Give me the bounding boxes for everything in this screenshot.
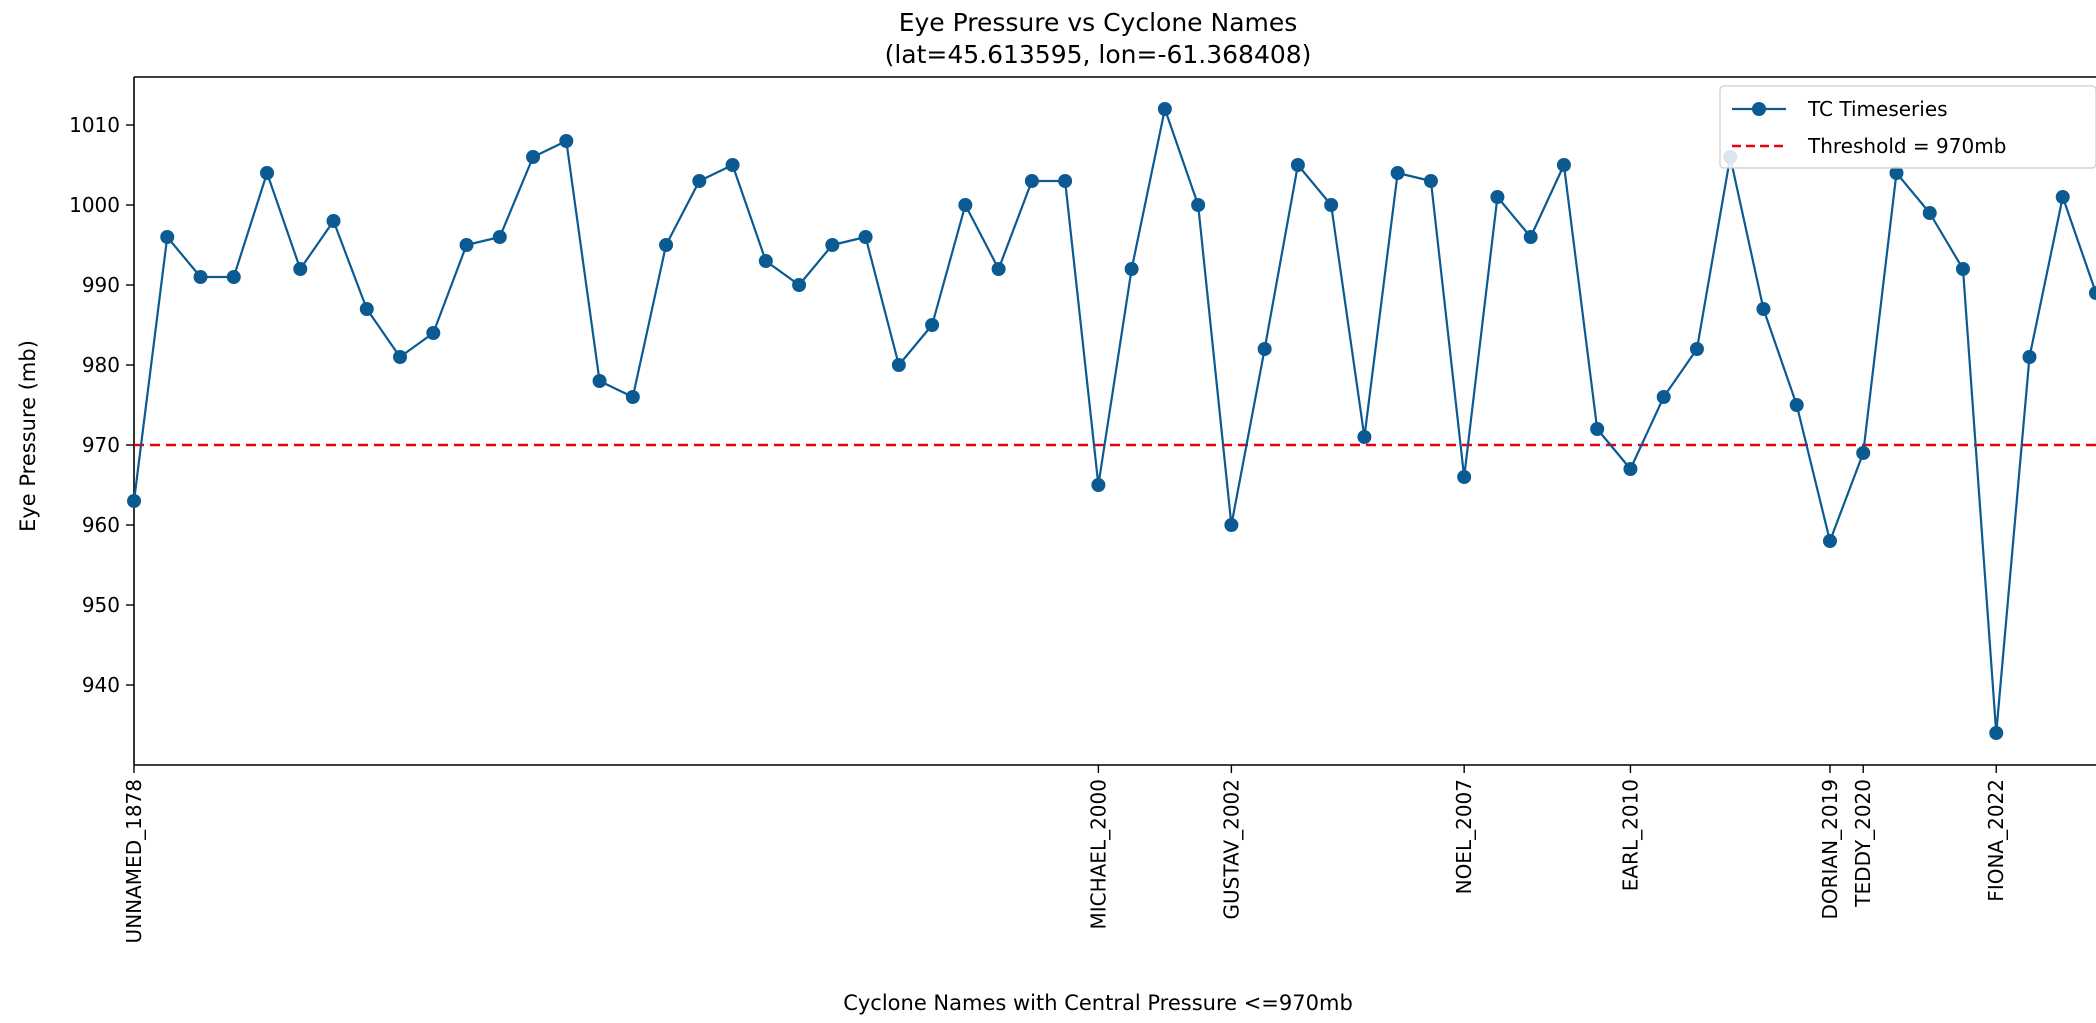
x-axis: UNNAMED_1878 MICHAEL_2000 GUSTAV_2002 NOEL_… [122,765,2008,943]
data-point [459,238,474,252]
data-point [1390,166,1405,180]
data-point [1756,302,1771,316]
y-axis-label: Eye Pressure (mb) [16,340,40,532]
x-tick-label: TEDDY_2020 [1851,779,1875,908]
data-point [792,278,807,292]
data-point [725,158,740,172]
plot-area [127,76,2096,766]
y-tick-label: 950 [82,593,120,617]
data-point [260,166,275,180]
data-point [1656,390,1671,404]
data-point [858,230,873,244]
x-tick-label: GUSTAV_2002 [1219,779,1243,919]
x-tick-label: DORIAN_2019 [1818,779,1842,919]
legend-series-label: TC Timeseries [1807,97,1948,121]
data-point [2089,286,2096,300]
data-point [127,494,141,508]
data-point [1822,534,1837,548]
data-point [1856,446,1871,460]
legend-threshold-label: Threshold = 970mb [1807,134,2006,158]
data-point [1191,198,1206,212]
data-point [1556,158,1571,172]
data-point [1058,174,1073,188]
y-tick-label: 990 [82,273,120,297]
data-point [625,390,640,404]
data-point [592,374,607,388]
data-point [958,198,973,212]
x-tick-label: EARL_2010 [1618,779,1642,891]
data-point [925,318,940,332]
chart-title: Eye Pressure vs Cyclone Names [899,8,1298,37]
x-tick-label: FIONA_2022 [1984,779,2008,902]
data-point [226,270,241,284]
data-point [1922,206,1937,220]
data-point [1789,398,1804,412]
data-point [559,134,574,148]
y-tick-label: 1010 [69,113,120,137]
data-point [1490,190,1505,204]
data-point [1889,166,1904,180]
data-point [1590,422,1605,436]
data-point [1357,430,1372,444]
data-point [1157,102,1172,116]
data-point [526,150,541,164]
y-tick-label: 980 [82,353,120,377]
data-point [1623,462,1638,476]
data-point [359,302,374,316]
data-point [293,262,308,276]
data-point [692,174,707,188]
data-point [758,254,773,268]
data-point [1689,342,1704,356]
data-point [1257,342,1272,356]
y-tick-label: 970 [82,433,120,457]
x-tick-label: MICHAEL_2000 [1086,779,1110,930]
data-point [160,230,175,244]
data-point [991,262,1006,276]
data-point [1290,158,1305,172]
legend-series-marker [1752,102,1766,116]
data-point [1024,174,1039,188]
data-point [1124,262,1139,276]
data-point [1224,518,1239,532]
data-point [891,358,906,372]
data-point [2022,350,2037,364]
data-point [1955,262,1970,276]
data-point [1324,198,1339,212]
legend: TC Timeseries Threshold = 970mb [1719,85,2096,169]
x-tick-label: NOEL_2007 [1452,779,1476,894]
y-tick-label: 960 [82,513,120,537]
y-tick-label: 1000 [69,193,120,217]
data-point [492,230,507,244]
data-point [1423,174,1438,188]
data-point [825,238,840,252]
x-tick-label: UNNAMED_1878 [122,779,146,943]
data-point [2055,190,2070,204]
y-axis: 940 950 960 970 980 990 1000 1010 [69,113,134,697]
data-point [1989,726,2004,740]
data-point [1091,478,1106,492]
data-point [393,350,408,364]
y-tick-label: 940 [82,673,120,697]
data-point [1523,230,1538,244]
legend-frame [1719,85,2096,169]
data-point [1457,470,1472,484]
chart-subtitle: (lat=45.613595, lon=-61.368408) [885,40,1312,69]
data-point [326,214,341,228]
data-point [659,238,674,252]
data-point [193,270,208,284]
x-axis-label: Cyclone Names with Central Pressure <=97… [843,991,1353,1015]
data-point [426,326,441,340]
series-line [132,107,2096,735]
